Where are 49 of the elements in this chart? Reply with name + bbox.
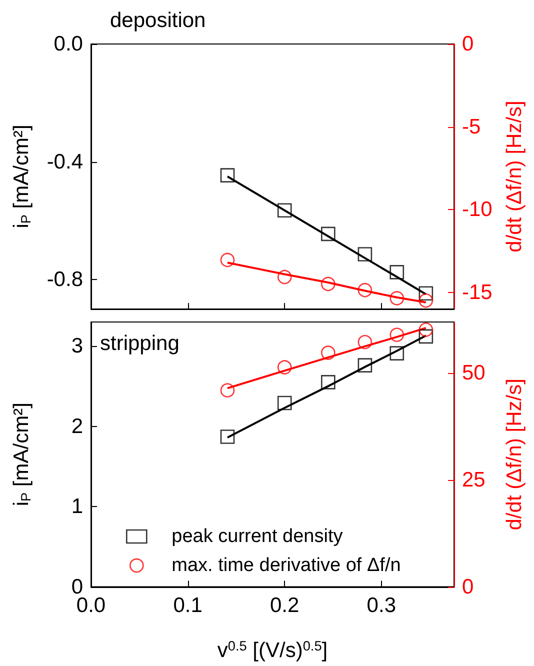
x-tick-label: 0.3 [366, 594, 396, 617]
y-tick-label: -0.8 [46, 268, 83, 292]
point [390, 291, 404, 306]
y-tick-label: 0.0 [54, 32, 83, 56]
point [277, 270, 292, 284]
point [358, 334, 372, 350]
y2-tick-label: 0 [462, 575, 474, 598]
y2-tick-label: -15 [462, 280, 492, 304]
point [418, 322, 434, 337]
y-tick-label: 1 [71, 495, 83, 518]
legend-label: peak current density [172, 526, 344, 547]
point [390, 346, 404, 360]
point [418, 286, 434, 301]
y-axis-title: iP [mA/cm²] [10, 124, 34, 228]
y2-axis-title: d/dt (Δf/n) [Hz/s] [503, 378, 526, 530]
point [277, 203, 292, 218]
text: deposition [110, 9, 206, 32]
y2-tick-label: -10 [462, 198, 492, 222]
y-tick-label: 2 [71, 414, 83, 438]
y-axis-title: iP [mA/cm²] [10, 402, 34, 506]
annotation: stripping [100, 332, 180, 355]
point [390, 265, 404, 280]
y2-tick-label: 25 [462, 468, 486, 492]
y2-axis-title: d/dt (Δf/n) [Hz/s] [503, 100, 526, 252]
y2-tick-label: 0 [462, 32, 474, 56]
point [277, 396, 292, 410]
point [321, 226, 336, 242]
y-tick-label: 3 [71, 334, 83, 358]
y2-tick-label: 50 [462, 362, 486, 385]
point [358, 247, 372, 262]
point [220, 168, 235, 182]
point [220, 383, 235, 398]
point [321, 276, 336, 292]
y-tick-label: -0.4 [46, 150, 84, 174]
x-tick-label: 0.1 [173, 594, 202, 617]
point [390, 328, 404, 342]
x-tick-label: 0.2 [270, 594, 300, 617]
y2-tick-label: -5 [462, 115, 481, 138]
point [358, 358, 372, 372]
point [321, 346, 336, 360]
point [220, 430, 235, 444]
point [277, 360, 292, 374]
point [220, 252, 235, 268]
y-tick-label: 0 [71, 575, 83, 598]
point [358, 282, 372, 298]
point [418, 293, 434, 308]
point [418, 329, 434, 344]
legend-label: max. time derivative of Δf/n [172, 555, 401, 576]
point [321, 375, 336, 390]
